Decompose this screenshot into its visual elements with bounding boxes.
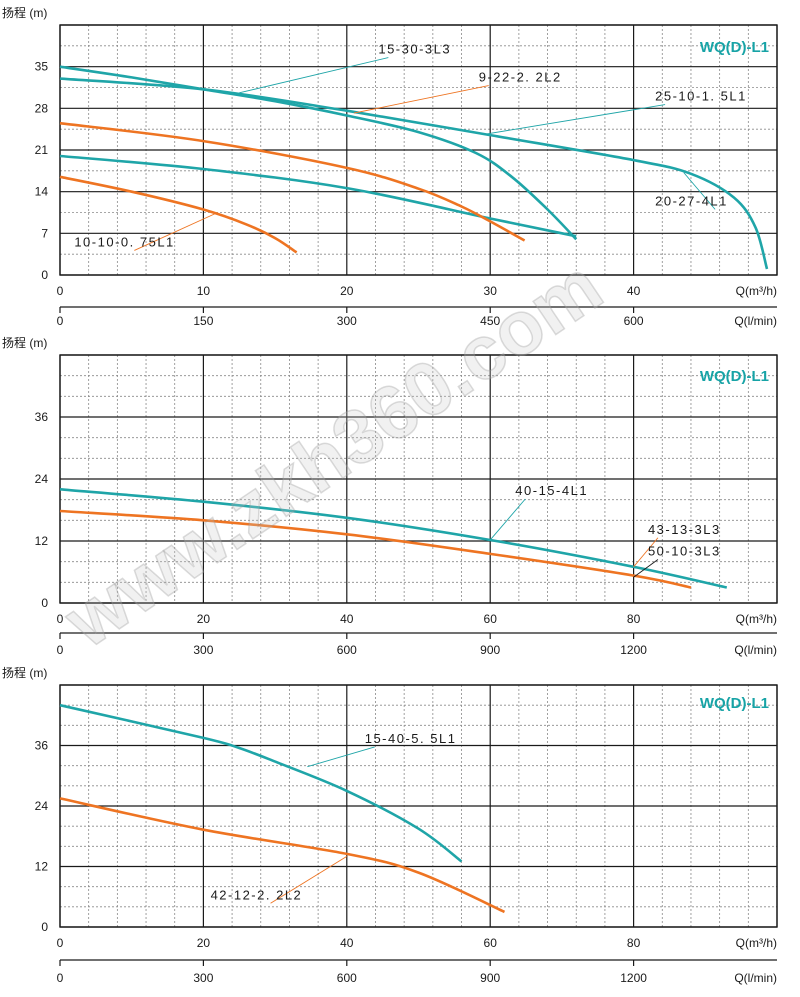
chart-title: WQ(D)-L1 bbox=[700, 39, 769, 56]
series-line-40-15-4L1 bbox=[59, 488, 728, 589]
x2-tick-label: 300 bbox=[193, 643, 213, 657]
annotation-label: 10-10-0. 75L1 bbox=[74, 234, 174, 249]
y-tick-label: 24 bbox=[35, 799, 49, 813]
grid bbox=[59, 354, 778, 604]
x2-tick-label: 0 bbox=[57, 314, 64, 328]
y-axis-label: 扬程 (m) bbox=[2, 665, 47, 680]
x2-tick-label: 1200 bbox=[620, 971, 647, 985]
x-axis-label: Q(m³/h) bbox=[736, 284, 777, 298]
annotation-leader bbox=[683, 172, 716, 210]
x-tick-label: 30 bbox=[484, 284, 498, 298]
x2-axis-label: Q(l/min) bbox=[734, 314, 777, 328]
x2-tick-label: 0 bbox=[57, 971, 64, 985]
annotation-leader bbox=[353, 85, 489, 114]
y-tick-label: 12 bbox=[35, 534, 49, 548]
y-axis-label: 扬程 (m) bbox=[2, 5, 47, 20]
x2-axis-label: Q(l/min) bbox=[734, 643, 777, 657]
y-tick-label: 0 bbox=[41, 920, 48, 934]
x2-tick-label: 150 bbox=[193, 314, 213, 328]
chart-title: WQ(D)-L1 bbox=[700, 368, 769, 385]
y-tick-label: 0 bbox=[41, 268, 48, 282]
plot-frame bbox=[59, 24, 778, 276]
x2-tick-label: 600 bbox=[337, 971, 357, 985]
annotation-leader bbox=[633, 537, 659, 568]
x2-tick-label: 450 bbox=[480, 314, 500, 328]
annotation-label: 9-22-2. 2L2 bbox=[479, 70, 562, 85]
series-line-42-12-2-2L2 bbox=[59, 797, 506, 914]
x2-tick-label: 300 bbox=[337, 314, 357, 328]
x-tick-label: 0 bbox=[57, 612, 64, 626]
grid bbox=[59, 684, 778, 928]
x-tick-label: 60 bbox=[484, 936, 498, 950]
y-tick-label: 14 bbox=[35, 185, 49, 199]
chart-title: WQ(D)-L1 bbox=[700, 695, 769, 712]
y-tick-label: 21 bbox=[35, 143, 49, 157]
y-tick-label: 35 bbox=[35, 60, 49, 74]
y-axis-label: 扬程 (m) bbox=[2, 335, 47, 350]
series-line-20-27-4L1 bbox=[59, 154, 577, 238]
secondary-x-axis: 0 150 300 450 600 Q(l/min) bbox=[57, 306, 777, 328]
x-tick-label: 60 bbox=[484, 612, 498, 626]
x2-tick-label: 0 bbox=[57, 643, 64, 657]
annotation-label: 50-10-3L3 bbox=[648, 543, 721, 558]
chart-panel-1: 0 7 14 21 28 35 扬程 (m) 0 10 20 30 40 Q(m³/h) 0 150 300 4… bbox=[2, 5, 778, 328]
x-tick-label: 80 bbox=[627, 936, 641, 950]
y-tick-label: 0 bbox=[41, 596, 48, 610]
annotation-leader bbox=[270, 856, 348, 904]
x2-tick-label: 300 bbox=[193, 971, 213, 985]
annotation-label: 43-13-3L3 bbox=[648, 522, 721, 537]
x2-tick-label: 900 bbox=[480, 971, 500, 985]
y-tick-label: 36 bbox=[35, 410, 49, 424]
x-tick-label: 40 bbox=[340, 936, 354, 950]
x-tick-label: 40 bbox=[340, 612, 354, 626]
chart-panel-3: 0 12 24 36 扬程 (m) 0 20 40 60 80 Q(m³/h) 0 300 600 900 1… bbox=[2, 665, 778, 985]
plot-frame bbox=[59, 354, 778, 604]
series-line-15-30-3L3 bbox=[59, 65, 578, 241]
x-tick-label: 0 bbox=[57, 284, 64, 298]
annotation-leader bbox=[134, 212, 218, 251]
x-tick-label: 40 bbox=[627, 284, 641, 298]
x-tick-label: 80 bbox=[627, 612, 641, 626]
series-line-9-22-2-2L2 bbox=[59, 121, 526, 242]
y-tick-label: 28 bbox=[35, 101, 49, 115]
x2-tick-label: 1200 bbox=[620, 643, 647, 657]
annotation-leader bbox=[482, 104, 666, 135]
series-line-15-40-5-5L1 bbox=[59, 703, 463, 863]
annotation-label: 40-15-4L1 bbox=[515, 483, 588, 498]
x2-tick-label: 600 bbox=[624, 314, 644, 328]
annotation-label: 15-40-5. 5L1 bbox=[365, 731, 457, 746]
annotation-leader bbox=[307, 746, 375, 768]
chart-panel-2: 0 12 24 36 扬程 (m) 0 20 40 60 80 Q(m³/h) 0 300 600 900 1… bbox=[2, 335, 778, 657]
x2-tick-label: 900 bbox=[480, 643, 500, 657]
x-tick-label: 10 bbox=[197, 284, 211, 298]
series-line-43-13-3L3 bbox=[59, 509, 692, 589]
annotation-label: 20-27-4L1 bbox=[655, 193, 728, 208]
x-tick-label: 0 bbox=[57, 936, 64, 950]
x-tick-label: 20 bbox=[340, 284, 354, 298]
y-tick-label: 7 bbox=[41, 226, 48, 240]
series-line-25-10-1-5L1 bbox=[59, 77, 769, 270]
grid bbox=[59, 24, 778, 276]
annotation-leader bbox=[489, 498, 526, 541]
x-tick-label: 20 bbox=[197, 612, 211, 626]
x2-axis-label: Q(l/min) bbox=[734, 971, 777, 985]
annotation-label: 25-10-1. 5L1 bbox=[655, 89, 747, 104]
secondary-x-axis: 0 300 600 900 1200 Q(l/min) bbox=[57, 959, 777, 985]
x-axis-label: Q(m³/h) bbox=[736, 612, 777, 626]
y-tick-label: 12 bbox=[35, 860, 49, 874]
annotation-label: 42-12-2. 2L2 bbox=[211, 887, 303, 902]
series-line-10-10-0-75L1 bbox=[59, 175, 298, 254]
x2-tick-label: 600 bbox=[337, 643, 357, 657]
y-tick-label: 24 bbox=[35, 472, 49, 486]
x-axis-label: Q(m³/h) bbox=[736, 936, 777, 950]
annotation-leader bbox=[633, 559, 659, 578]
x-tick-label: 20 bbox=[197, 936, 211, 950]
plot-frame bbox=[59, 684, 778, 928]
y-tick-label: 36 bbox=[35, 739, 49, 753]
secondary-x-axis: 0 300 600 900 1200 Q(l/min) bbox=[57, 632, 777, 657]
annotation-leader bbox=[239, 57, 389, 94]
annotation-label: 15-30-3L3 bbox=[378, 42, 451, 57]
